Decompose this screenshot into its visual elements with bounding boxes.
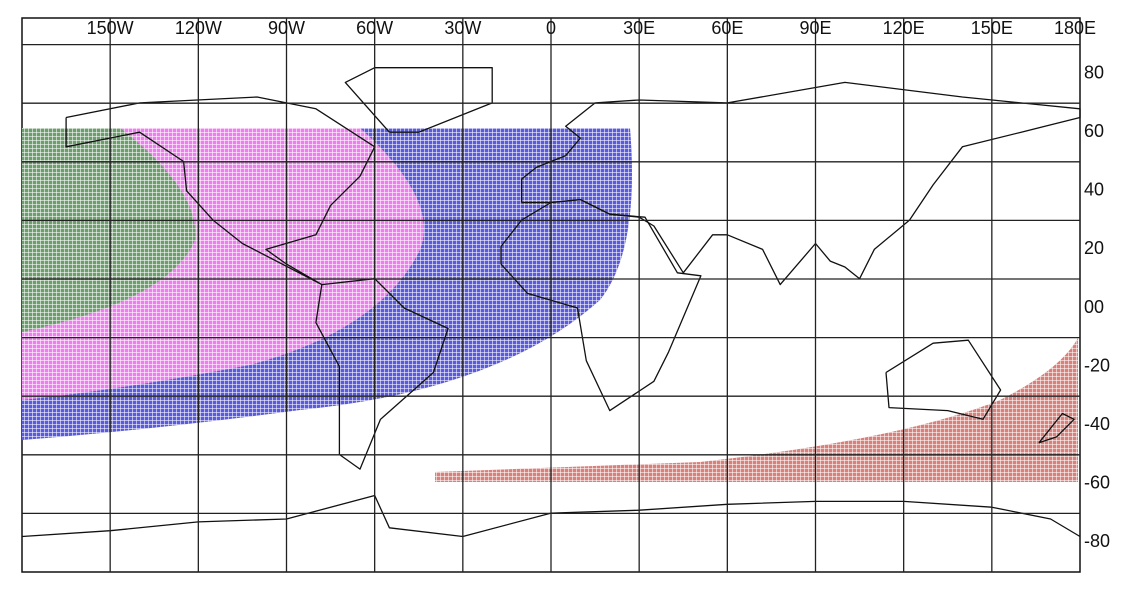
graticule (22, 18, 1080, 572)
latitude-label: -80 (1084, 531, 1110, 551)
longitude-label: 60W (356, 18, 393, 38)
longitude-label: 0 (546, 18, 556, 38)
latitude-label: 80 (1084, 62, 1104, 82)
longitude-label: 150W (87, 18, 134, 38)
longitude-label: 120W (175, 18, 222, 38)
latitude-label: -20 (1084, 355, 1110, 375)
longitude-label: 60E (711, 18, 743, 38)
coastline (1038, 412, 1075, 444)
latitude-label: -60 (1084, 473, 1110, 493)
latitude-label: 40 (1084, 180, 1104, 200)
longitude-label: 120E (883, 18, 925, 38)
longitude-label: 90W (268, 18, 305, 38)
latitude-label: 20 (1084, 238, 1104, 258)
longitude-label: 150E (971, 18, 1013, 38)
longitude-label: 90E (799, 18, 831, 38)
longitude-label: 180E (1054, 18, 1096, 38)
longitude-label: 30W (444, 18, 481, 38)
coastlines (21, 67, 1081, 538)
coastline (344, 67, 493, 133)
green-region-texture (22, 128, 196, 332)
longitude-label: 30E (623, 18, 655, 38)
latitude-label: -40 (1084, 414, 1110, 434)
coastline (500, 198, 702, 412)
coastline (315, 278, 449, 470)
axis-labels: 150W 120W 90W 60W 30W 0 30E 60E 90E 120E 150E 180E 8… (87, 18, 1110, 551)
latitude-label: 00 (1084, 297, 1104, 317)
coastline (65, 96, 376, 286)
latitude-label: 60 (1084, 121, 1104, 141)
red-region-texture (435, 338, 1078, 482)
